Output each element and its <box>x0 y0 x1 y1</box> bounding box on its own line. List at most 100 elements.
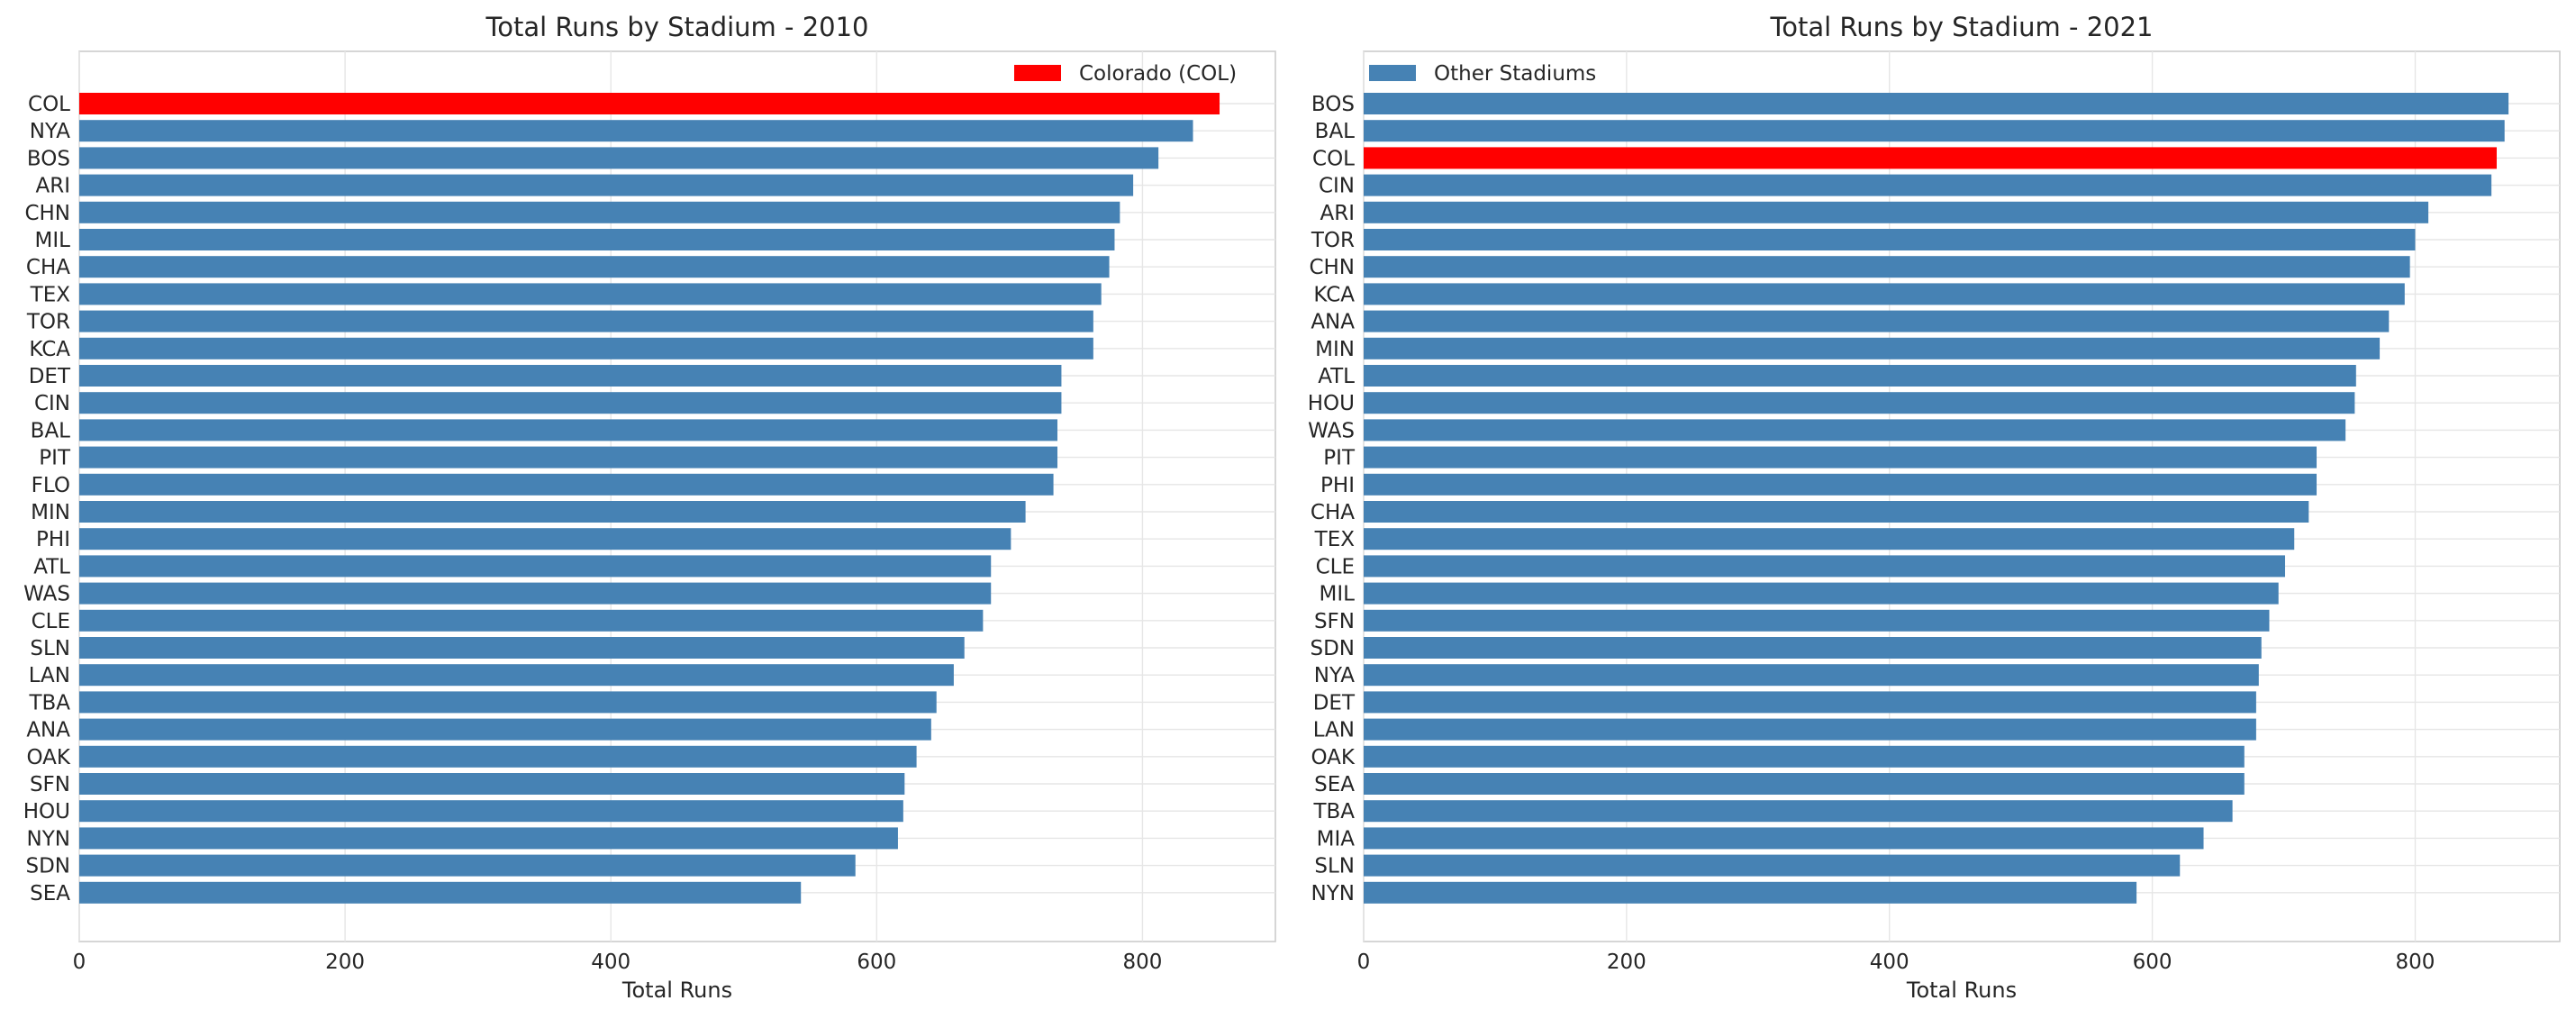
y-tick-label: SFN <box>30 773 70 796</box>
y-tick-label: MIL <box>35 229 71 252</box>
x-tick-label: 600 <box>857 951 896 974</box>
bar-hou <box>79 800 903 823</box>
bar-bal <box>79 419 1058 441</box>
x-tick-label: 400 <box>1870 951 1909 974</box>
bar-bal <box>1364 120 2505 142</box>
x-tick-label: 0 <box>1357 951 1371 974</box>
y-tick-label: BAL <box>31 419 71 442</box>
x-tick-label: 200 <box>1607 951 1646 974</box>
y-tick-label: SLN <box>1314 855 1355 878</box>
bar-oak <box>79 745 917 768</box>
y-tick-label: PHI <box>36 528 70 551</box>
bar-ana <box>79 718 931 741</box>
y-tick-label: NYN <box>27 827 70 851</box>
chart-panel-2021: Total Runs by Stadium - 2021 Total Runs … <box>1308 12 2561 1003</box>
legend-label-2021: Other Stadiums <box>1434 62 1596 86</box>
bar-chn <box>1364 256 2410 278</box>
y-tick-label: TEX <box>30 283 71 306</box>
y-tick-label: COL <box>1312 147 1355 170</box>
y-tick-label: TBA <box>28 691 70 714</box>
bar-det <box>1364 691 2256 714</box>
bar-was <box>79 582 992 605</box>
x-tick-label: 0 <box>73 951 86 974</box>
legend-swatch-2021 <box>1369 65 1416 81</box>
x-tick-label: 200 <box>325 951 365 974</box>
bar-sea <box>79 881 802 904</box>
x-tick-label: 400 <box>591 951 630 974</box>
y-tick-label: DET <box>29 365 71 388</box>
y-tick-label: SFN <box>1314 610 1355 633</box>
bar-tex <box>1364 528 2295 550</box>
bar-nya <box>1364 664 2259 687</box>
bar-atl <box>79 555 992 578</box>
bar-nyn <box>79 827 898 850</box>
bar-oak <box>1364 745 2245 768</box>
bar-tor <box>1364 229 2416 250</box>
y-tick-label: ATL <box>33 555 70 578</box>
bar-sln <box>1364 854 2181 877</box>
y-tick-label: NYA <box>1314 664 1355 687</box>
x-tick-label: 800 <box>2396 951 2435 974</box>
bar-lan <box>79 664 954 687</box>
y-tick-label: TEX <box>1314 528 1356 551</box>
y-tick-label: PIT <box>39 447 71 470</box>
y-tick-label: MIL <box>1320 583 1356 606</box>
y-tick-label: CIN <box>1319 175 1355 198</box>
bar-pit <box>79 446 1058 469</box>
bar-nya <box>79 120 1193 142</box>
bar-bos <box>1364 93 2509 114</box>
x-axis-label-2021: Total Runs <box>1906 978 2017 1003</box>
bar-hou <box>1364 392 2355 414</box>
bar-cin <box>79 392 1062 414</box>
y-tick-label: CLE <box>1316 555 1355 578</box>
bar-cin <box>1364 174 2492 196</box>
bar-tba <box>79 691 937 714</box>
x-tick-label: 800 <box>1122 951 1162 974</box>
x-axis-label-2010: Total Runs <box>621 978 732 1003</box>
y-tick-label: WAS <box>23 583 70 606</box>
y-tick-label: KCA <box>1313 283 1355 306</box>
bar-was <box>1364 419 2346 441</box>
bar-kca <box>79 337 1093 359</box>
bar-bos <box>79 147 1159 169</box>
y-tick-label: NYA <box>30 120 70 143</box>
y-tick-label: WAS <box>1308 419 1355 442</box>
bar-mia <box>1364 827 2204 850</box>
legend-2010: Colorado (COL) <box>1014 62 1237 86</box>
chart-panel-2010: Total Runs by Stadium - 2010 Total Runs … <box>23 12 1276 1003</box>
y-tick-label: ARI <box>36 175 71 198</box>
y-tick-label: DET <box>1313 691 1356 714</box>
y-tick-label: PIT <box>1323 447 1356 470</box>
y-tick-label: SDN <box>25 855 70 878</box>
y-tick-label: BOS <box>1311 93 1355 116</box>
x-tick-label: 600 <box>2133 951 2172 974</box>
bar-phi <box>1364 473 2317 496</box>
y-tick-label: SDN <box>1310 637 1355 660</box>
legend-2021: Other Stadiums <box>1369 62 1596 86</box>
y-tick-label: FLO <box>32 474 70 497</box>
y-tick-label: NYN <box>1311 882 1355 905</box>
bars <box>1364 93 2509 904</box>
y-tick-label: COL <box>28 93 70 116</box>
y-tick-label: CLE <box>32 610 70 633</box>
bar-cle <box>79 609 984 632</box>
bar-sfn <box>79 773 905 795</box>
bar-cle <box>1364 555 2285 578</box>
bar-sdn <box>79 854 856 877</box>
bar-ari <box>79 174 1134 196</box>
y-tick-label: ANA <box>26 719 70 742</box>
y-tick-label: BAL <box>1315 120 1356 143</box>
y-tick-label: CHA <box>1311 501 1355 524</box>
y-tick-label: TOR <box>26 311 70 334</box>
bar-mil <box>79 229 1115 250</box>
bar-atl <box>1364 365 2356 387</box>
bar-sln <box>79 637 965 659</box>
bar-tex <box>79 283 1102 305</box>
chart-title-2021: Total Runs by Stadium - 2021 <box>1769 12 2153 42</box>
bar-min <box>79 501 1026 523</box>
bar-kca <box>1364 283 2405 305</box>
bar-flo <box>79 473 1054 496</box>
chart-title-2010: Total Runs by Stadium - 2010 <box>485 12 868 42</box>
y-tick-label: ANA <box>1311 311 1355 334</box>
